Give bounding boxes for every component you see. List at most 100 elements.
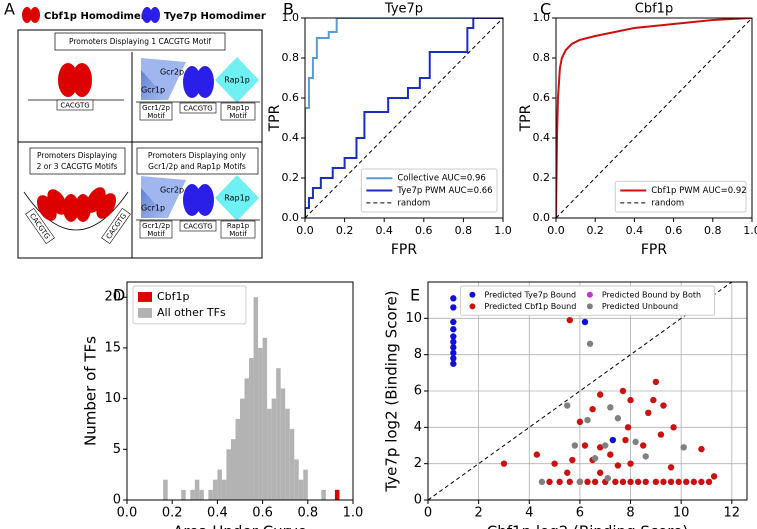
- point: [584, 416, 591, 424]
- point: [619, 478, 627, 486]
- y-tick-label: 5: [113, 442, 121, 457]
- plot-area: [305, 18, 503, 218]
- point: [450, 326, 457, 333]
- x-tick-label: 1.0: [494, 224, 512, 237]
- point: [698, 478, 705, 486]
- rap1p: [215, 57, 259, 103]
- bar: [262, 337, 268, 500]
- point: [586, 340, 594, 347]
- bar: [221, 479, 227, 500]
- point: [564, 402, 571, 409]
- point: [698, 445, 705, 453]
- legend-swatch: [138, 307, 152, 318]
- y-tick-label: 6: [414, 384, 422, 399]
- x-tick-label: 0.8: [297, 506, 318, 521]
- motif: Rap1p: [227, 104, 250, 112]
- legend-box: [360, 168, 498, 213]
- x-tick-label: 10: [673, 506, 690, 521]
- panel-letter: A: [4, 0, 15, 19]
- point: [642, 453, 649, 460]
- point: [566, 316, 573, 324]
- plot-area: [556, 18, 752, 218]
- bar: [230, 439, 236, 500]
- panel-letter: E: [410, 286, 420, 305]
- point: [596, 391, 604, 398]
- point: [622, 436, 629, 444]
- gcr1p: [141, 70, 168, 100]
- point: [450, 338, 457, 346]
- line: [305, 18, 503, 218]
- point: [596, 469, 604, 476]
- point: [450, 318, 457, 326]
- x-tick-label: 0.6: [252, 506, 273, 521]
- point: [546, 478, 553, 486]
- legend-swatch: [586, 303, 593, 310]
- point: [581, 442, 589, 449]
- legend-label: Predicted Cbf1p Bound: [484, 302, 576, 311]
- x-tick-label: 0.4: [626, 224, 644, 237]
- motif: Motif: [147, 230, 165, 238]
- y-tick-label: 0.6: [282, 91, 300, 104]
- bar: [190, 489, 195, 500]
- legend-icon: [30, 7, 40, 23]
- point: [584, 478, 591, 486]
- legend-box: [459, 285, 716, 316]
- x-tick-label: 4: [525, 506, 533, 521]
- y-tick-label: 2: [414, 456, 422, 471]
- x-tick-label: 0.6: [415, 224, 433, 237]
- x-tick-label: 0.8: [704, 224, 722, 237]
- motif: Gcr1/2p: [142, 104, 170, 112]
- y-tick-label: 1.0: [533, 11, 551, 24]
- legend-box: [132, 285, 247, 325]
- legend-icon: [142, 7, 152, 23]
- x-tick-label: 1.0: [743, 224, 757, 237]
- y-tick-label: 0.0: [533, 211, 551, 224]
- point: [675, 478, 682, 486]
- y-tick-label: 0.6: [533, 91, 551, 104]
- y-tick-label: 0.8: [282, 51, 300, 64]
- header: Promoters Displaying only: [148, 151, 247, 160]
- point: [652, 478, 660, 486]
- point: [450, 344, 457, 351]
- bar: [253, 297, 259, 500]
- x-axis-label: Area Under Curve: [173, 523, 307, 529]
- line: [305, 18, 503, 218]
- point: [551, 460, 558, 467]
- bar: [289, 429, 295, 500]
- point: [609, 436, 617, 444]
- point: [619, 387, 627, 395]
- point: [589, 405, 596, 413]
- point: [652, 378, 660, 386]
- point: [657, 431, 665, 438]
- point: [660, 478, 667, 486]
- x-tick-label: 0.8: [455, 224, 473, 237]
- point: [627, 460, 634, 467]
- protein: Rap1p: [224, 76, 250, 85]
- point: [607, 404, 614, 411]
- plot-area: [428, 282, 733, 500]
- point: [566, 478, 573, 486]
- x-axis-label: FPR: [641, 242, 667, 258]
- point: [639, 442, 647, 449]
- x-tick-label: 0.0: [296, 224, 314, 237]
- point: [564, 469, 571, 476]
- legend-label: All other TFs: [157, 306, 226, 319]
- bar: [208, 489, 213, 500]
- point: [581, 318, 589, 326]
- header: Gcr1/2p and Rap1p Motifs: [148, 162, 246, 171]
- point: [569, 456, 576, 464]
- line: [556, 18, 752, 218]
- y-tick-label: 1.0: [282, 11, 300, 24]
- tye7p-dimer: [196, 66, 214, 98]
- legend-label: Tye7p Homodimer: [164, 11, 266, 22]
- bar: [298, 479, 304, 500]
- rap1p: [215, 175, 259, 221]
- point: [596, 444, 604, 451]
- bar: [199, 489, 204, 500]
- bar: [276, 368, 281, 500]
- x-tick-label: 0.0: [547, 224, 565, 237]
- y-tick-label: 10: [104, 391, 121, 406]
- y-tick-label: 15: [104, 340, 121, 355]
- protein: Gcr1p: [141, 86, 165, 95]
- point: [576, 478, 584, 486]
